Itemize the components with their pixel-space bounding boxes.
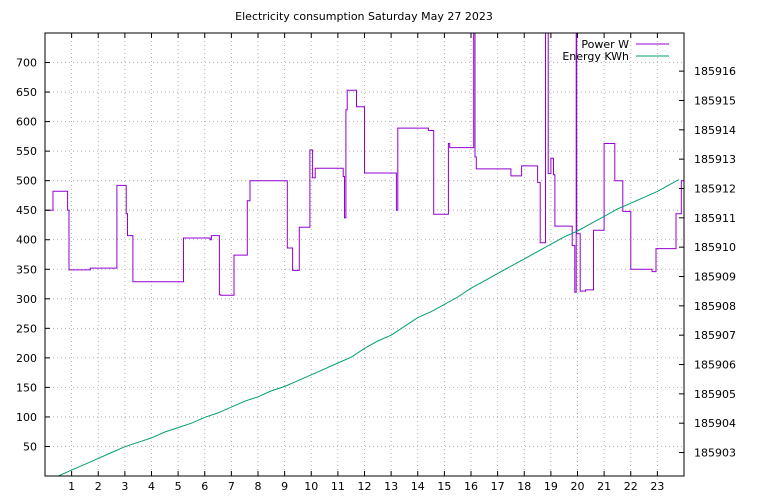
y-left-tick-label: 500	[16, 175, 37, 188]
y-right-tick-label: 185907	[694, 329, 736, 342]
y-left-tick-label: 50	[23, 440, 37, 453]
y-right-tick-label: 185912	[694, 182, 736, 195]
series-line-0	[45, 33, 684, 296]
y-left-tick-label: 300	[16, 293, 37, 306]
y-axis-right: 185903 185904 185905 185906 185907 185908 1859…	[679, 65, 736, 460]
y-left-tick-label: 450	[16, 204, 37, 217]
x-tick-label: 22	[624, 480, 638, 493]
y-left-tick-label: 100	[16, 411, 37, 424]
y-left-tick-label: 150	[16, 381, 37, 394]
chart-title: Electricity consumption Saturday May 27 …	[235, 10, 493, 23]
x-tick-label: 6	[201, 480, 208, 493]
y-right-tick-label: 185915	[694, 94, 736, 107]
series-line-1	[58, 179, 679, 476]
y-right-tick-label: 185913	[694, 153, 736, 166]
x-tick-label: 23	[650, 480, 664, 493]
y-left-tick-label: 700	[16, 57, 37, 70]
legend-label: Power W	[581, 38, 629, 51]
x-tick-label: 12	[358, 480, 372, 493]
x-tick-label: 8	[255, 480, 262, 493]
x-tick-label: 15	[437, 480, 451, 493]
x-tick-label: 11	[331, 480, 345, 493]
y-left-tick-label: 350	[16, 263, 37, 276]
x-tick-label: 7	[228, 480, 235, 493]
y-right-tick-label: 185908	[694, 300, 736, 313]
y-left-tick-label: 550	[16, 145, 37, 158]
y-right-tick-label: 185914	[694, 124, 736, 137]
y-right-tick-label: 185903	[694, 447, 736, 460]
y-left-tick-label: 400	[16, 234, 37, 247]
x-tick-label: 20	[571, 480, 585, 493]
y-left-tick-label: 650	[16, 86, 37, 99]
legend-label: Energy KWh	[562, 50, 629, 63]
x-tick-label: 13	[384, 480, 398, 493]
y-left-tick-label: 600	[16, 116, 37, 129]
grid	[45, 33, 684, 476]
x-tick-label: 10	[304, 480, 318, 493]
x-tick-label: 1	[68, 480, 75, 493]
y-right-tick-label: 185905	[694, 388, 736, 401]
y-right-tick-label: 185909	[694, 271, 736, 284]
x-tick-label: 2	[95, 480, 102, 493]
y-right-tick-label: 185916	[694, 65, 736, 78]
x-tick-label: 16	[464, 480, 478, 493]
x-tick-label: 14	[411, 480, 425, 493]
x-tick-label: 17	[491, 480, 505, 493]
x-tick-label: 21	[597, 480, 611, 493]
y-right-tick-label: 185906	[694, 359, 736, 372]
x-tick-label: 18	[517, 480, 531, 493]
y-right-tick-label: 185904	[694, 417, 736, 430]
x-tick-label: 19	[544, 480, 558, 493]
x-tick-label: 3	[121, 480, 128, 493]
x-tick-label: 5	[175, 480, 182, 493]
x-axis: 1 2 3 4 5 6 7 8 9 10 11 12 13 14 15 16 17 18 19 20 21 22 23	[68, 33, 664, 493]
y-left-tick-label: 200	[16, 352, 37, 365]
x-tick-label: 4	[148, 480, 155, 493]
series-layer	[45, 33, 684, 476]
y-right-tick-label: 185910	[694, 241, 736, 254]
x-tick-label: 9	[281, 480, 288, 493]
y-axis-left: 50 100 150 200 250 300 350 400 450 500 550 600 650 70…	[16, 57, 50, 453]
y-right-tick-label: 185911	[694, 212, 736, 225]
y-left-tick-label: 250	[16, 322, 37, 335]
